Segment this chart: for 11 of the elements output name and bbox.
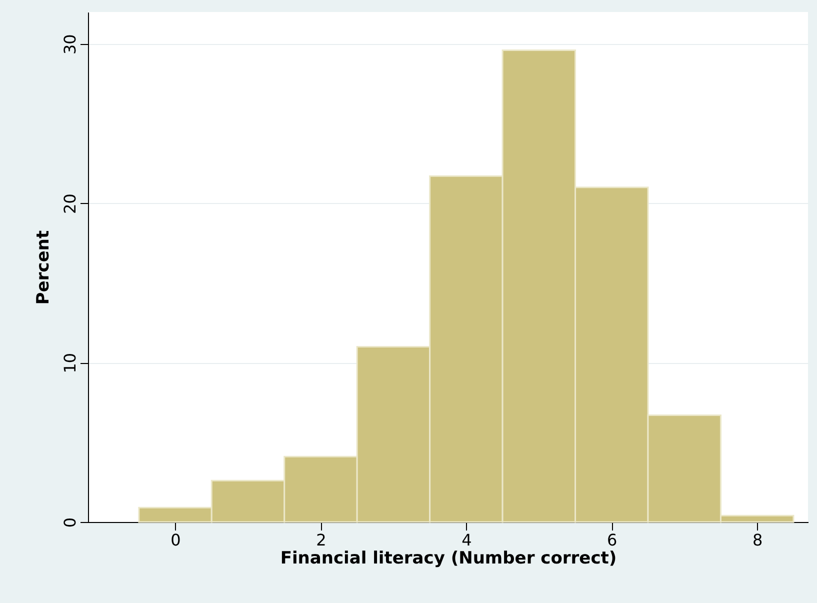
x-tick-label: 2 [316, 530, 326, 550]
y-tick-label: 20 [60, 194, 80, 214]
y-axis-title: Percent [34, 230, 54, 305]
x-tick-label: 8 [752, 530, 763, 550]
x-tick-label: 4 [462, 530, 472, 550]
y-tick-label: 30 [60, 34, 80, 55]
x-axis-title: Financial literacy (Number correct) [280, 548, 617, 568]
y-tick-label: 0 [60, 517, 80, 528]
x-tick-label: 6 [607, 530, 618, 550]
y-tick-label: 10 [60, 352, 80, 374]
x-tick-label: 0 [170, 530, 181, 550]
